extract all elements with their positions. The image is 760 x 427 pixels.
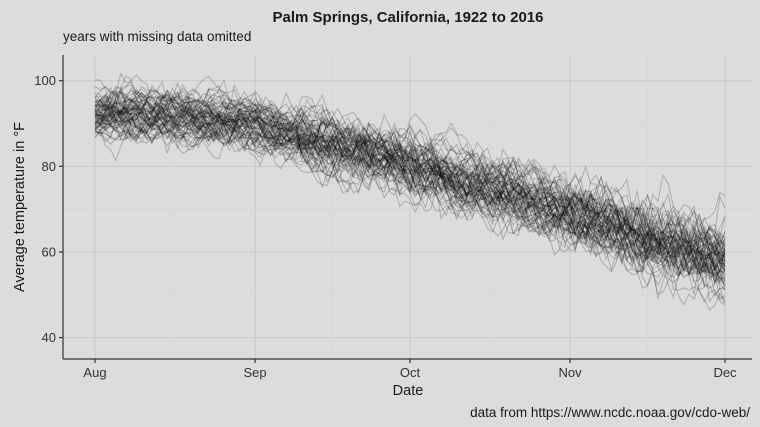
year-series-line	[94, 104, 726, 291]
year-series-line	[94, 109, 726, 263]
year-series-line	[94, 107, 726, 271]
year-series-line	[94, 87, 726, 251]
year-series-line	[94, 118, 726, 311]
year-series-line	[94, 96, 726, 255]
year-series-line	[94, 97, 726, 271]
y-tick-label: 80	[42, 159, 56, 174]
y-tick-label: 100	[34, 73, 56, 88]
year-series-line	[94, 75, 726, 257]
x-tick-label: Oct	[400, 365, 421, 380]
year-series-line	[94, 94, 726, 250]
year-series-line	[94, 115, 726, 303]
year-series-line	[94, 74, 726, 247]
year-series-line	[94, 86, 726, 278]
year-series-line	[94, 110, 726, 283]
year-series-line	[94, 102, 726, 268]
year-series-line	[94, 103, 726, 278]
year-series-line	[94, 90, 726, 273]
chart-title: Palm Springs, California, 1922 to 2016	[273, 9, 544, 26]
year-series-line	[94, 113, 726, 303]
year-series-line	[94, 100, 726, 283]
year-series-line	[94, 95, 726, 266]
year-series-line	[94, 90, 726, 275]
x-tick-label: Nov	[559, 365, 583, 380]
year-series-line	[94, 93, 726, 277]
year-series-line	[94, 91, 726, 271]
year-series-line	[94, 104, 726, 284]
year-series-line	[94, 84, 726, 284]
year-series-line	[94, 87, 726, 274]
year-series-line	[94, 108, 726, 287]
year-series-line	[94, 87, 726, 265]
year-series-line	[94, 109, 726, 287]
year-series-line	[94, 101, 726, 270]
year-series-line	[94, 112, 726, 271]
year-series-line	[94, 118, 726, 299]
year-series-line	[94, 100, 726, 264]
year-series-line	[94, 88, 726, 271]
year-series-line	[94, 107, 726, 299]
year-series-line	[94, 87, 726, 272]
year-series-line	[94, 121, 726, 291]
year-series-line	[94, 99, 726, 275]
year-series-line	[94, 95, 726, 274]
year-series-line	[94, 98, 726, 271]
year-series-line	[94, 75, 726, 271]
year-series-line	[94, 103, 726, 295]
year-series-line	[94, 112, 726, 295]
x-tick-label: Dec	[713, 365, 737, 380]
series-group	[94, 72, 726, 311]
year-series-line	[94, 106, 726, 266]
year-series-line	[94, 81, 726, 242]
year-series-line	[94, 101, 726, 263]
x-axis-label: Date	[393, 383, 424, 399]
year-series-line	[94, 97, 726, 252]
x-tick-label: Sep	[244, 365, 267, 380]
x-tick-label: Aug	[83, 365, 106, 380]
chart-subtitle: years with missing data omitted	[63, 29, 251, 44]
y-tick-label: 60	[42, 244, 56, 259]
year-series-line	[94, 123, 726, 276]
year-series-line	[94, 92, 726, 283]
year-series-line	[94, 109, 726, 306]
year-series-line	[94, 85, 726, 272]
year-series-line	[94, 104, 726, 269]
year-series-line	[94, 85, 726, 264]
year-series-line	[94, 112, 726, 255]
year-series-line	[94, 105, 726, 280]
year-series-line	[94, 89, 726, 273]
year-series-line	[94, 111, 726, 307]
year-series-line	[94, 94, 726, 283]
year-series-line	[94, 83, 726, 276]
year-series-line	[94, 96, 726, 280]
chart-caption: data from https://www.ncdc.noaa.gov/cdo-…	[470, 405, 750, 420]
year-series-line	[94, 113, 726, 278]
year-series-line	[94, 91, 726, 261]
year-series-line	[94, 78, 726, 254]
y-tick-label: 40	[42, 330, 56, 345]
year-series-line	[94, 113, 725, 272]
year-series-line	[94, 89, 726, 283]
year-series-line	[94, 102, 726, 287]
year-series-line	[94, 88, 726, 282]
year-series-line	[94, 106, 726, 290]
year-series-line	[94, 72, 726, 268]
year-series-line	[94, 104, 726, 269]
year-series-line	[94, 107, 726, 285]
year-series-line	[94, 84, 726, 250]
year-series-line	[94, 107, 726, 303]
year-series-line	[94, 101, 726, 300]
year-series-line	[94, 95, 726, 262]
y-axis-label: Average temperature in °F	[12, 122, 28, 292]
year-series-line	[94, 93, 726, 280]
year-series-line	[94, 88, 726, 254]
year-series-line	[94, 89, 726, 262]
year-series-line	[94, 104, 726, 290]
year-series-line	[94, 108, 726, 291]
axis-ticks: Aug Sep Oct Nov Dec 40 60 80 100	[34, 73, 737, 380]
year-series-line	[94, 98, 726, 286]
grid	[63, 55, 752, 359]
